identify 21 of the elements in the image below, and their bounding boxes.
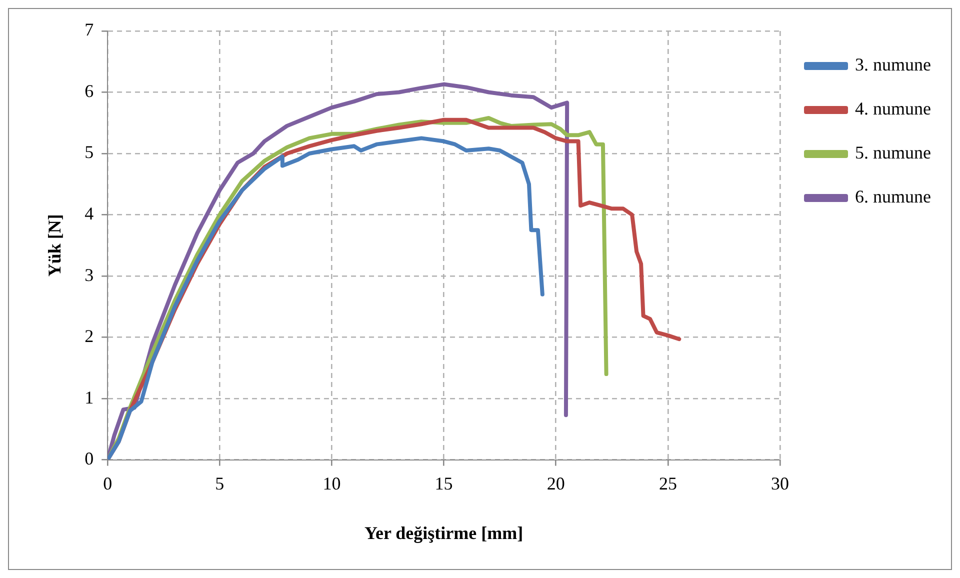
x-tick-label: 20 (546, 473, 565, 494)
x-tick-label: 15 (434, 473, 453, 494)
legend-label: 4. numune (855, 98, 932, 119)
legend-label: 3. numune (855, 54, 932, 75)
legend-label: 5. numune (855, 142, 932, 163)
x-tick-label: 5 (215, 473, 224, 494)
y-tick-label: 0 (84, 448, 94, 469)
x-axis-title: Yer değiştirme [mm] (364, 522, 524, 543)
x-tick-label: 25 (658, 473, 677, 494)
y-tick-label: 4 (84, 204, 94, 224)
y-tick-label: 3 (84, 264, 94, 285)
y-tick-label: 5 (84, 142, 94, 162)
y-tick-label: 6 (84, 80, 94, 101)
y-tick-label: 1 (84, 387, 94, 408)
y-axis-title: Yük [N] (44, 214, 64, 277)
x-tick-label: 10 (322, 473, 341, 494)
y-tick-label: 7 (84, 20, 94, 40)
x-tick-label: 0 (103, 473, 112, 494)
x-tick-label: 30 (771, 473, 790, 494)
legend-label: 6. numune (855, 186, 932, 207)
y-tick-label: 2 (84, 326, 94, 346)
